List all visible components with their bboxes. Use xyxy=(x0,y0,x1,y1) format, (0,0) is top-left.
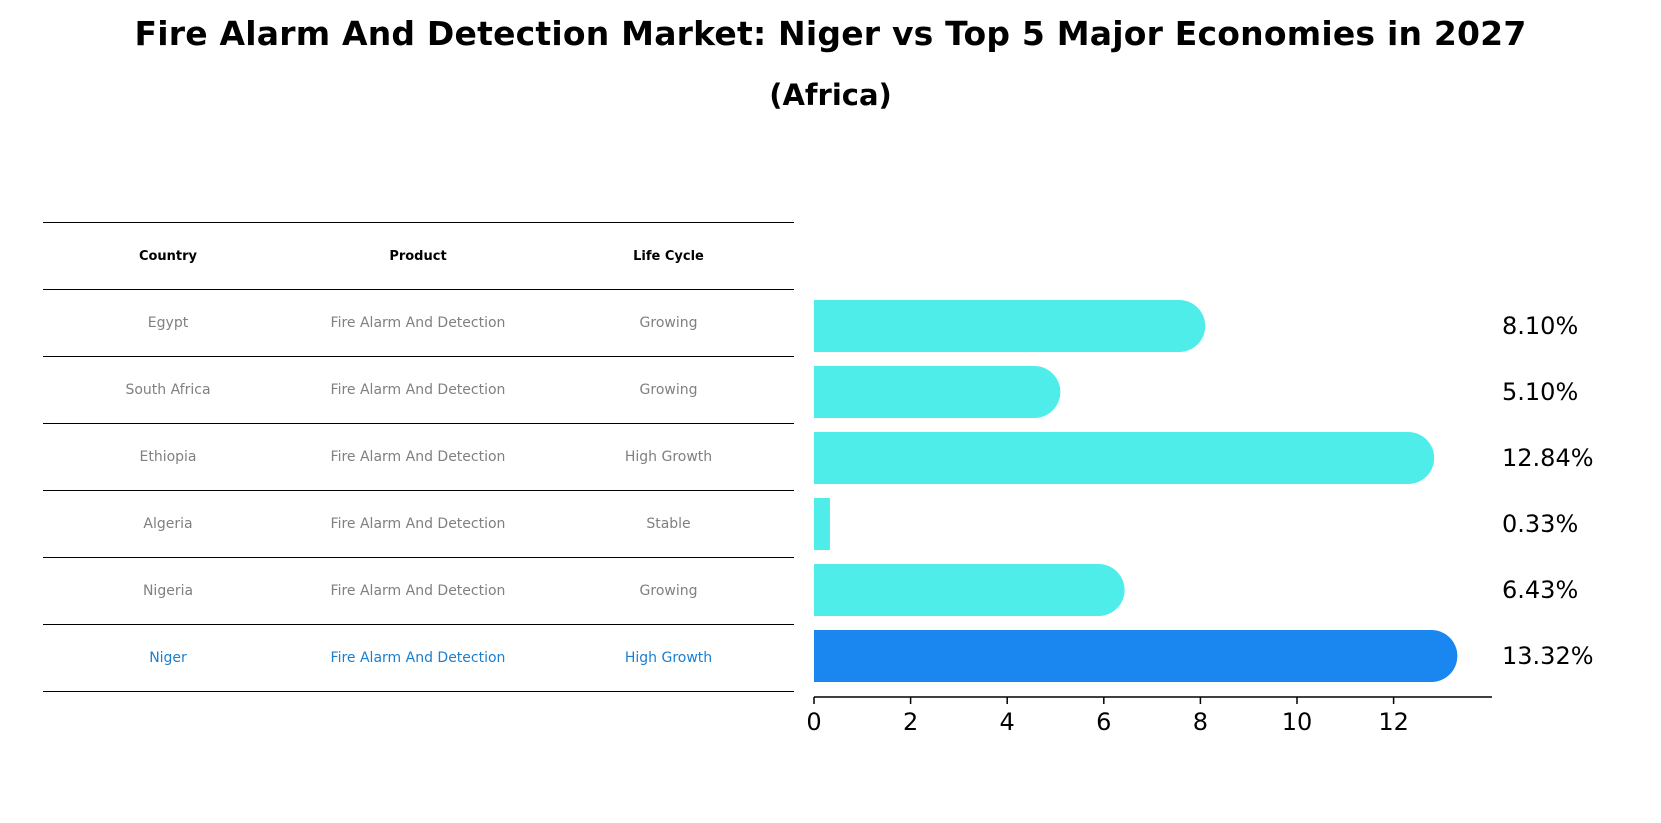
value-label: 5.10% xyxy=(1502,378,1578,406)
x-tick-label: 8 xyxy=(1193,708,1208,736)
x-tick-label: 4 xyxy=(1000,708,1015,736)
header-life-cycle: Life Cycle xyxy=(633,248,704,264)
bar-egypt xyxy=(814,300,1206,352)
table-header-row: Country Product Life Cycle xyxy=(43,223,794,290)
cell-country: Algeria xyxy=(143,516,193,532)
bar-algeria xyxy=(814,498,830,550)
value-label: 8.10% xyxy=(1502,312,1578,340)
cell-life-cycle: Growing xyxy=(639,315,698,331)
cell-life-cycle: High Growth xyxy=(624,650,713,666)
cell-product: Fire Alarm And Detection xyxy=(330,449,506,465)
header-country: Country xyxy=(138,248,198,264)
cell-country: Niger xyxy=(149,650,187,666)
cell-product: Fire Alarm And Detection xyxy=(330,583,506,599)
x-tick-label: 0 xyxy=(806,708,821,736)
table-row: Algeria Fire Alarm And Detection Stable xyxy=(43,491,794,558)
x-tick-label: 12 xyxy=(1378,708,1409,736)
table-row: South Africa Fire Alarm And Detection Gr… xyxy=(43,357,794,424)
bar-ethiopia xyxy=(814,432,1435,484)
table-row-highlight: Niger Fire Alarm And Detection High Grow… xyxy=(43,625,794,692)
chart-subtitle: (Africa) xyxy=(769,78,892,112)
cell-country: South Africa xyxy=(125,382,211,398)
cell-life-cycle: High Growth xyxy=(624,449,713,465)
value-label: 12.84% xyxy=(1502,444,1594,472)
bar-niger xyxy=(814,630,1458,682)
cell-life-cycle: Growing xyxy=(639,583,698,599)
cell-product: Fire Alarm And Detection xyxy=(330,382,506,398)
cell-product: Fire Alarm And Detection xyxy=(330,516,506,532)
value-label: 6.43% xyxy=(1502,576,1578,604)
table-row: Ethiopia Fire Alarm And Detection High G… xyxy=(43,424,794,491)
cell-life-cycle: Stable xyxy=(646,516,691,532)
x-tick-label: 10 xyxy=(1282,708,1313,736)
bar-nigeria xyxy=(814,564,1125,616)
table-row: Egypt Fire Alarm And Detection Growing xyxy=(43,290,794,357)
chart-title: Fire Alarm And Detection Market: Niger v… xyxy=(134,14,1527,53)
cell-country: Nigeria xyxy=(142,583,194,599)
bar-south-africa xyxy=(814,366,1061,418)
data-table: Country Product Life Cycle Egypt Fire Al… xyxy=(43,222,794,692)
x-tick-label: 6 xyxy=(1096,708,1111,736)
cell-product: Fire Alarm And Detection xyxy=(330,650,506,666)
value-label: 0.33% xyxy=(1502,510,1578,538)
cell-life-cycle: Growing xyxy=(639,382,698,398)
cell-country: Egypt xyxy=(147,315,189,331)
header-product: Product xyxy=(389,248,447,264)
value-label: 13.32% xyxy=(1502,642,1594,670)
cell-country: Ethiopia xyxy=(139,449,197,465)
x-tick-label: 2 xyxy=(903,708,918,736)
table-row: Nigeria Fire Alarm And Detection Growing xyxy=(43,558,794,625)
cell-product: Fire Alarm And Detection xyxy=(330,315,506,331)
